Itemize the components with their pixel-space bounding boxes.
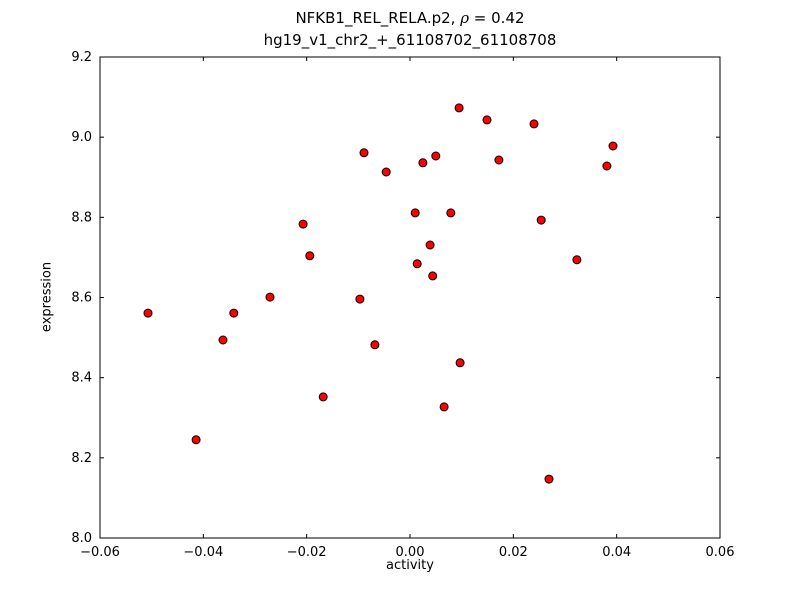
x-axis-label: activity	[386, 558, 434, 573]
x-tick-label: 0.06	[706, 545, 735, 560]
data-point	[191, 435, 201, 445]
data-point	[572, 255, 582, 265]
data-point	[529, 119, 539, 129]
y-tick-label: 8.4	[71, 371, 92, 386]
x-tick-label: −0.02	[287, 545, 327, 560]
chart-subtitle: hg19_v1_chr2_+_61108702_61108708	[263, 31, 557, 49]
x-tick-label: 0.02	[499, 545, 528, 560]
data-point	[536, 215, 546, 225]
x-tick-label: 0.04	[602, 545, 631, 560]
data-point	[412, 259, 422, 269]
x-tick-label: −0.06	[80, 545, 120, 560]
data-point	[608, 141, 618, 151]
chart-title: NFKB1_REL_RELA.p2, ρ = 0.42	[100, 9, 720, 27]
data-point	[544, 474, 554, 484]
data-point	[439, 402, 449, 412]
data-point	[370, 340, 380, 350]
y-tick-label: 8.6	[71, 291, 92, 306]
data-point	[602, 161, 612, 171]
data-point	[455, 358, 465, 368]
data-point	[381, 167, 391, 177]
x-tick-label: 0.00	[396, 545, 425, 560]
chart-title-text: NFKB1_REL_RELA.p2,	[295, 9, 461, 27]
x-tick-label: −0.04	[183, 545, 223, 560]
chart-title-correlation: = 0.42	[469, 9, 525, 27]
data-point	[355, 294, 365, 304]
data-point	[265, 292, 275, 302]
y-tick-label: 9.2	[71, 50, 92, 65]
data-point	[143, 308, 153, 318]
data-point	[410, 208, 420, 218]
data-point	[431, 151, 441, 161]
y-tick-label: 8.2	[71, 451, 92, 466]
data-point	[318, 392, 328, 402]
y-tick-label: 9.0	[71, 130, 92, 145]
data-point	[359, 148, 369, 158]
data-point	[229, 308, 239, 318]
data-point	[418, 158, 428, 168]
data-point	[305, 251, 315, 261]
rho-symbol: ρ	[460, 9, 470, 27]
data-point	[425, 240, 435, 250]
data-point	[446, 208, 456, 218]
data-point	[298, 219, 308, 229]
data-point	[482, 115, 492, 125]
y-tick-label: 8.8	[71, 210, 92, 225]
plot-border	[99, 56, 721, 539]
data-point	[494, 155, 504, 165]
y-tick-label: 8.0	[71, 531, 92, 546]
data-point	[454, 103, 464, 113]
data-point	[428, 271, 438, 281]
data-point	[218, 335, 228, 345]
